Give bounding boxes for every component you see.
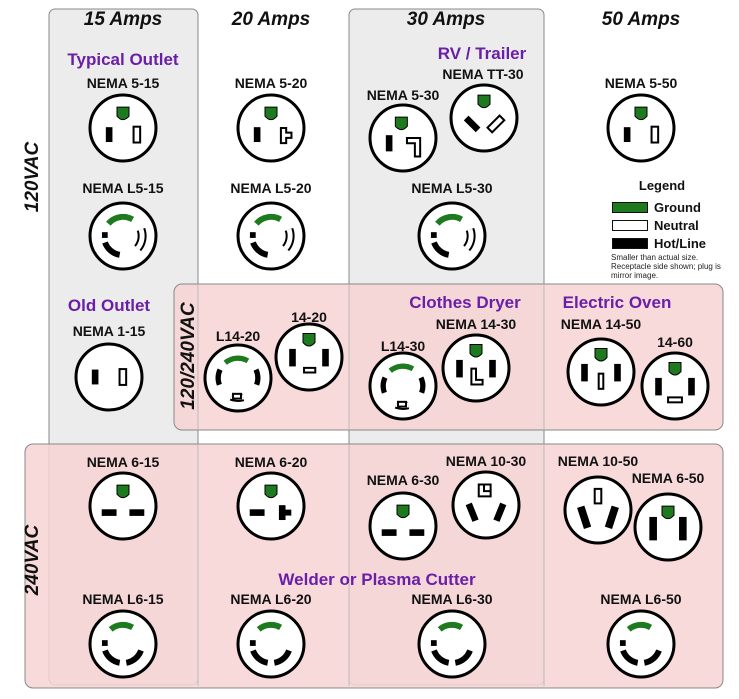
legend-neutral: Neutral	[612, 217, 699, 234]
zone-240	[24, 443, 724, 689]
nema-10-30-receptacle	[451, 470, 521, 540]
nema-tt-30-receptacle	[449, 83, 519, 153]
nema-14-30-receptacle	[441, 333, 511, 403]
nema-l5-30-receptacle	[417, 201, 487, 271]
voltage-240vac: 240VAC	[22, 524, 43, 596]
use-rv-trailer: RV / Trailer	[437, 44, 527, 63]
nema-5-15-receptacle	[88, 93, 158, 163]
legend-ground-label: Ground	[654, 200, 701, 216]
label-nema-l6-15: NEMA L6-15	[82, 591, 164, 607]
label-nema-l5-30: NEMA L5-30	[411, 180, 493, 196]
label-nema-5-50: NEMA 5-50	[604, 75, 678, 91]
voltage-120vac: 120VAC	[22, 141, 43, 213]
header-20-amps: 20 Amps	[231, 9, 311, 30]
voltage-120-240vac: 120/240VAC	[178, 302, 199, 410]
nema-l5-20-receptacle	[236, 201, 306, 271]
use-welder-plasma: Welder or Plasma Cutter	[278, 570, 476, 589]
label-nema-l5-15: NEMA L5-15	[82, 180, 164, 196]
nema-1-15-receptacle	[74, 342, 144, 412]
label-nema-10-50: NEMA 10-50	[557, 453, 639, 469]
14-60-receptacle	[640, 351, 710, 421]
label-nema-14-30: NEMA 14-30	[435, 316, 517, 332]
legend-note: Smaller than actual size. Receptacle sid…	[611, 253, 721, 280]
legend-hot-label: Hot/Line	[654, 236, 706, 252]
label-nema-6-15: NEMA 6-15	[86, 454, 160, 470]
label-nema-14-50: NEMA 14-50	[560, 316, 642, 332]
label-nema-6-30: NEMA 6-30	[366, 472, 440, 488]
legend-neutral-swatch	[612, 220, 648, 232]
use-clothes-dryer: Clothes Dryer	[409, 293, 521, 312]
legend-ground-swatch	[612, 202, 648, 214]
legend-neutral-label: Neutral	[654, 218, 699, 234]
label-nema-l6-50: NEMA L6-50	[600, 591, 682, 607]
nema-5-30-receptacle	[368, 103, 438, 173]
nema-14-50-receptacle	[566, 337, 636, 407]
legend-hot-swatch	[612, 238, 648, 250]
nema-6-30-receptacle	[368, 491, 438, 561]
l14-20-receptacle	[203, 343, 273, 413]
label-nema-10-30: NEMA 10-30	[445, 453, 527, 469]
label-nema-6-50: NEMA 6-50	[631, 470, 705, 486]
label-nema-l6-20: NEMA L6-20	[230, 591, 312, 607]
nema-l6-50-receptacle	[606, 609, 676, 679]
use-electric-oven: Electric Oven	[562, 293, 672, 312]
label-l14-20: L14-20	[215, 328, 261, 344]
label-nema-5-20: NEMA 5-20	[234, 75, 308, 91]
l14-30-receptacle	[368, 351, 438, 421]
label-nema-6-20: NEMA 6-20	[234, 454, 308, 470]
label-nema-tt-30: NEMA TT-30	[442, 66, 524, 82]
label-14-60: 14-60	[657, 334, 693, 350]
nema-l5-15-receptacle	[88, 201, 158, 271]
nema-5-20-receptacle	[236, 93, 306, 163]
use-old-outlet: Old Outlet	[67, 296, 151, 315]
label-l14-30: L14-30	[380, 338, 426, 354]
14-20-receptacle	[274, 322, 344, 392]
nema-5-50-receptacle	[606, 93, 676, 163]
nema-6-15-receptacle	[88, 471, 158, 541]
label-14-20: 14-20	[291, 309, 327, 325]
legend-ground: Ground	[612, 199, 701, 216]
header-15-amps: 15 Amps	[83, 9, 163, 30]
nema-6-20-receptacle	[236, 471, 306, 541]
nema-10-50-receptacle	[563, 475, 633, 545]
nema-l6-15-receptacle	[88, 609, 158, 679]
label-nema-l6-30: NEMA L6-30	[411, 591, 493, 607]
use-typical-outlet: Typical Outlet	[67, 50, 179, 69]
nema-l6-30-receptacle	[417, 609, 487, 679]
label-nema-1-15: NEMA 1-15	[72, 323, 146, 339]
nema-l6-20-receptacle	[236, 609, 306, 679]
legend-hot: Hot/Line	[612, 235, 706, 252]
header-50-amps: 50 Amps	[601, 9, 681, 30]
label-nema-l5-20: NEMA L5-20	[230, 180, 312, 196]
legend-title: Legend	[638, 178, 686, 193]
label-nema-5-15: NEMA 5-15	[86, 75, 160, 91]
nema-6-50-receptacle	[633, 492, 703, 562]
header-30-amps: 30 Amps	[406, 9, 486, 30]
label-nema-5-30: NEMA 5-30	[366, 87, 440, 103]
